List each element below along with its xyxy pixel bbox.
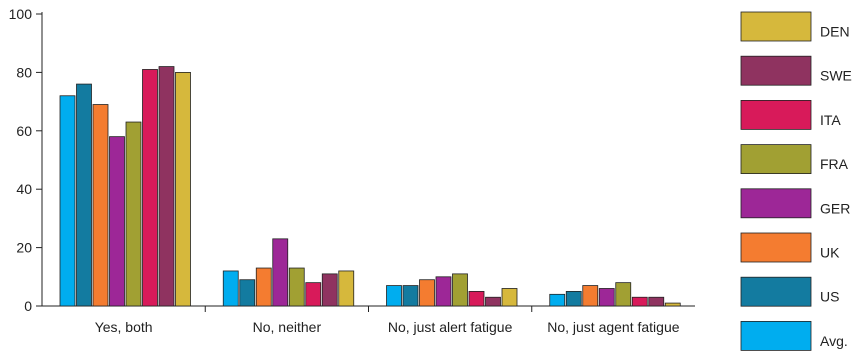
- legend-swatch-us: [740, 276, 812, 307]
- legend-swatch-fra: [740, 144, 812, 175]
- legend-swatch-avg: [740, 320, 812, 351]
- bar-ita-2: [468, 290, 485, 307]
- bar-fra-0: [125, 121, 142, 307]
- legend-label-den: DEN: [820, 24, 850, 40]
- bar-us-1: [239, 279, 256, 307]
- bars: [59, 66, 681, 307]
- bar-swe-2: [485, 296, 501, 307]
- x-category-label: No, just agent fatigue: [547, 319, 680, 335]
- legend: DEN SWE ITA FRA GER UK US Avg.: [740, 11, 852, 351]
- bar-fra-1: [288, 267, 305, 307]
- bar-uk-2: [419, 279, 435, 307]
- bar-den-0: [175, 72, 191, 307]
- x-category-label: Yes, both: [95, 319, 153, 335]
- legend-swatch-ger: [740, 188, 812, 219]
- bar-us-3: [565, 290, 582, 307]
- bar-uk-1: [255, 267, 272, 307]
- y-tick-label: 60: [16, 123, 32, 139]
- bar-us-2: [402, 285, 419, 307]
- legend-label-us: US: [820, 289, 839, 305]
- y-tick-label: 80: [16, 64, 32, 80]
- bar-den-3: [664, 302, 681, 307]
- bar-avg-0: [59, 95, 76, 307]
- bar-ger-1: [272, 238, 289, 307]
- bar-den-2: [501, 288, 518, 307]
- bar-den-1: [338, 270, 355, 307]
- bar-ger-0: [109, 136, 125, 307]
- bar-avg-1: [222, 270, 239, 307]
- legend-swatch-uk: [740, 232, 812, 263]
- legend-label-ger: GER: [820, 200, 850, 216]
- y-tick-label: 20: [16, 240, 32, 256]
- bar-avg-2: [386, 285, 402, 307]
- bar-swe-0: [158, 66, 175, 307]
- bar-ita-1: [305, 282, 322, 307]
- bar-ita-0: [142, 69, 158, 307]
- y-axis: 0 20 40 60 80 100: [9, 6, 43, 314]
- legend-swatch-ita: [740, 100, 812, 130]
- bar-swe-1: [321, 273, 338, 307]
- bar-fra-3: [615, 282, 632, 307]
- legend-label-uk: UK: [820, 245, 840, 261]
- x-category-label: No, neither: [253, 319, 322, 335]
- legend-label-avg: Avg.: [820, 333, 848, 349]
- bar-ita-3: [631, 296, 648, 307]
- y-tick-label: 40: [16, 181, 32, 197]
- x-axis: Yes, both No, neither No, just alert fatig…: [42, 305, 695, 335]
- legend-label-fra: FRA: [820, 156, 849, 172]
- y-tick-label: 0: [24, 298, 32, 314]
- bar-us-0: [76, 83, 92, 307]
- legend-swatch-swe: [740, 55, 812, 86]
- x-category-label: No, just alert fatigue: [388, 319, 513, 335]
- bar-swe-3: [648, 296, 665, 307]
- legend-label-ita: ITA: [820, 112, 841, 128]
- legend-label-swe: SWE: [820, 68, 852, 84]
- legend-swatch-den: [740, 11, 812, 42]
- bar-ger-2: [435, 276, 452, 307]
- bar-uk-0: [92, 104, 109, 307]
- bar-uk-3: [582, 285, 599, 307]
- bar-fra-2: [452, 273, 468, 307]
- bar-avg-3: [549, 293, 566, 307]
- bar-ger-3: [598, 288, 615, 307]
- y-tick-label: 100: [9, 6, 33, 22]
